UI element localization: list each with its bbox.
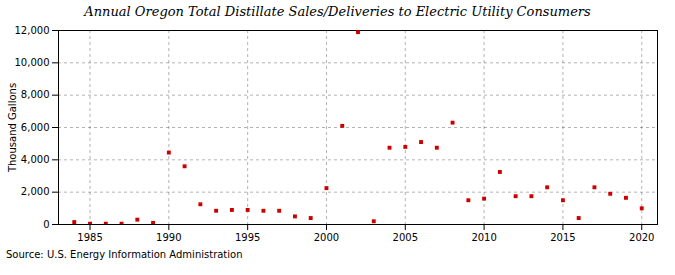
svg-text:8,000: 8,000 bbox=[21, 89, 50, 100]
svg-text:2,000: 2,000 bbox=[21, 186, 50, 197]
svg-text:0: 0 bbox=[43, 219, 49, 230]
html-text:Source: U.S. Energy Informatio: Source: U.S. Energy Information Administ… bbox=[6, 249, 243, 260]
svg-text:2010: 2010 bbox=[471, 232, 496, 243]
svg-text:12,000: 12,000 bbox=[15, 25, 50, 36]
svg-text:2015: 2015 bbox=[550, 232, 575, 243]
svg-text:Thousand Gallons: Thousand Gallons bbox=[7, 83, 18, 173]
svg-text:1995: 1995 bbox=[235, 232, 260, 243]
svg-text:4,000: 4,000 bbox=[21, 154, 50, 165]
html-text:Annual Oregon Total Distillate: Annual Oregon Total Distillate Sales/Del… bbox=[84, 4, 591, 19]
svg-text:1985: 1985 bbox=[77, 232, 102, 243]
svg-text:10,000: 10,000 bbox=[15, 57, 50, 68]
svg-text:2005: 2005 bbox=[393, 232, 418, 243]
svg-text:1990: 1990 bbox=[156, 232, 181, 243]
svg-text:2020: 2020 bbox=[629, 232, 654, 243]
svg-text:2000: 2000 bbox=[314, 232, 339, 243]
svg-text:6,000: 6,000 bbox=[21, 122, 50, 133]
